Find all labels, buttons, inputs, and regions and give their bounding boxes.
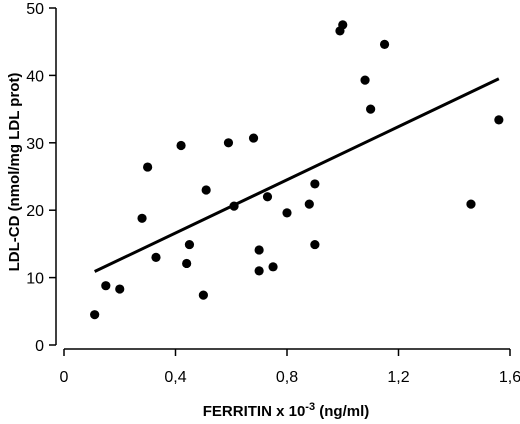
axes [55,8,510,350]
x-axis-ticks: 0 0,4 0,8 1,2 1,6 [60,349,520,386]
data-point [366,104,376,114]
data-point [223,138,234,148]
data-point [379,39,390,49]
y-tick-label: 10 [26,271,44,288]
data-point [360,75,370,85]
x-axis-title-exponent: -3 [305,401,315,413]
data-point [310,239,320,250]
y-tick-label: 0 [35,338,44,355]
x-tick-label: 0,4 [164,369,186,386]
x-axis-title-unit: (ng/ml) [315,403,369,420]
data-point [115,284,125,294]
x-tick-label: 0,8 [276,369,298,386]
x-tick-label: 1,6 [499,369,520,386]
data-point [176,140,186,151]
data-point [254,245,264,255]
data-point [137,213,147,223]
y-tick-label: 30 [26,136,44,153]
data-point [151,252,161,262]
data-points [90,20,504,320]
trend-line-group [94,77,500,273]
y-axis-ticks: 0 10 20 30 40 50 [26,1,56,355]
data-point [248,133,259,143]
data-point [268,262,278,272]
data-point [184,239,195,250]
data-point [466,199,476,209]
data-point [182,258,192,269]
data-point [201,185,211,195]
x-axis-title-main: FERRITIN x 10 [203,403,306,420]
x-tick-label: 0 [60,369,69,386]
data-point [254,266,264,276]
data-point [494,115,504,125]
y-tick-label: 40 [26,68,44,85]
y-tick-label: 20 [26,203,44,220]
data-point [198,290,208,300]
data-point [101,281,111,291]
data-point [338,20,348,30]
y-axis-title: LDL-CD (nmol/mg LDL prot) [6,73,23,272]
data-point [310,179,320,189]
trend-line [94,77,500,273]
y-tick-label: 50 [26,1,44,18]
data-point [304,199,314,209]
x-tick-label: 1,2 [387,369,409,386]
data-point [229,201,239,211]
data-point [282,208,292,218]
data-point [262,192,273,202]
data-point [143,162,153,172]
data-point [90,310,100,320]
x-axis-title: FERRITIN x 10-3 (ng/ml) [203,401,369,420]
